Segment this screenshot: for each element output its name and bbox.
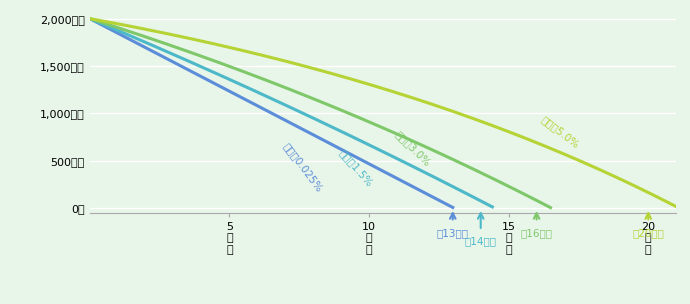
Text: 約20年後: 約20年後 — [632, 228, 664, 238]
Text: 金利年1.5%: 金利年1.5% — [337, 148, 375, 189]
Text: 金利年5.0%: 金利年5.0% — [539, 114, 581, 150]
Text: 約16年後: 約16年後 — [520, 228, 553, 238]
Text: 約13年後: 約13年後 — [437, 228, 469, 238]
Text: 約14年後: 約14年後 — [464, 237, 497, 247]
Text: 金利年0.025%: 金利年0.025% — [282, 141, 324, 193]
Text: 金利年3.0%: 金利年3.0% — [393, 129, 433, 168]
